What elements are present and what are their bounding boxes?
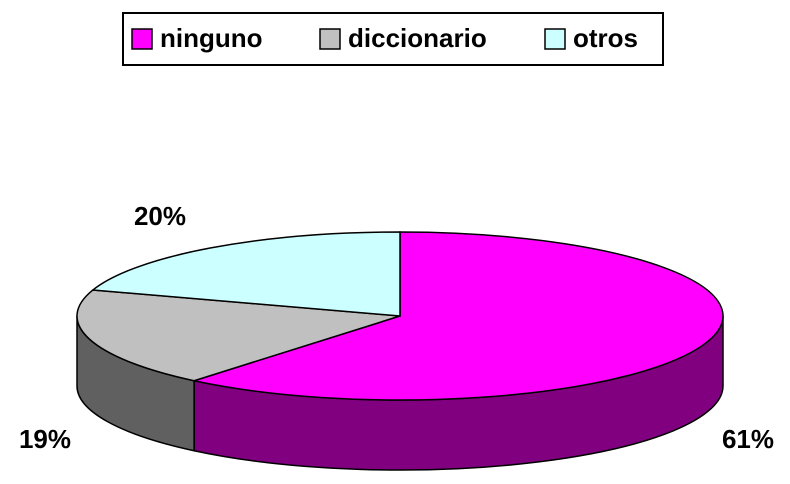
legend-swatch <box>131 28 153 50</box>
slice <box>191 231 724 401</box>
legend-label: ninguno <box>160 23 263 53</box>
slice <box>76 289 401 382</box>
legend-box <box>122 12 664 66</box>
legend-label: diccionario <box>348 23 487 53</box>
data-label: 19% <box>19 424 71 454</box>
legend-swatch <box>319 28 341 50</box>
legend-label: otros <box>573 23 638 53</box>
data-label: 20% <box>134 201 186 231</box>
legend-swatch <box>544 28 566 50</box>
data-label: 61% <box>722 424 774 454</box>
slice <box>90 231 401 317</box>
